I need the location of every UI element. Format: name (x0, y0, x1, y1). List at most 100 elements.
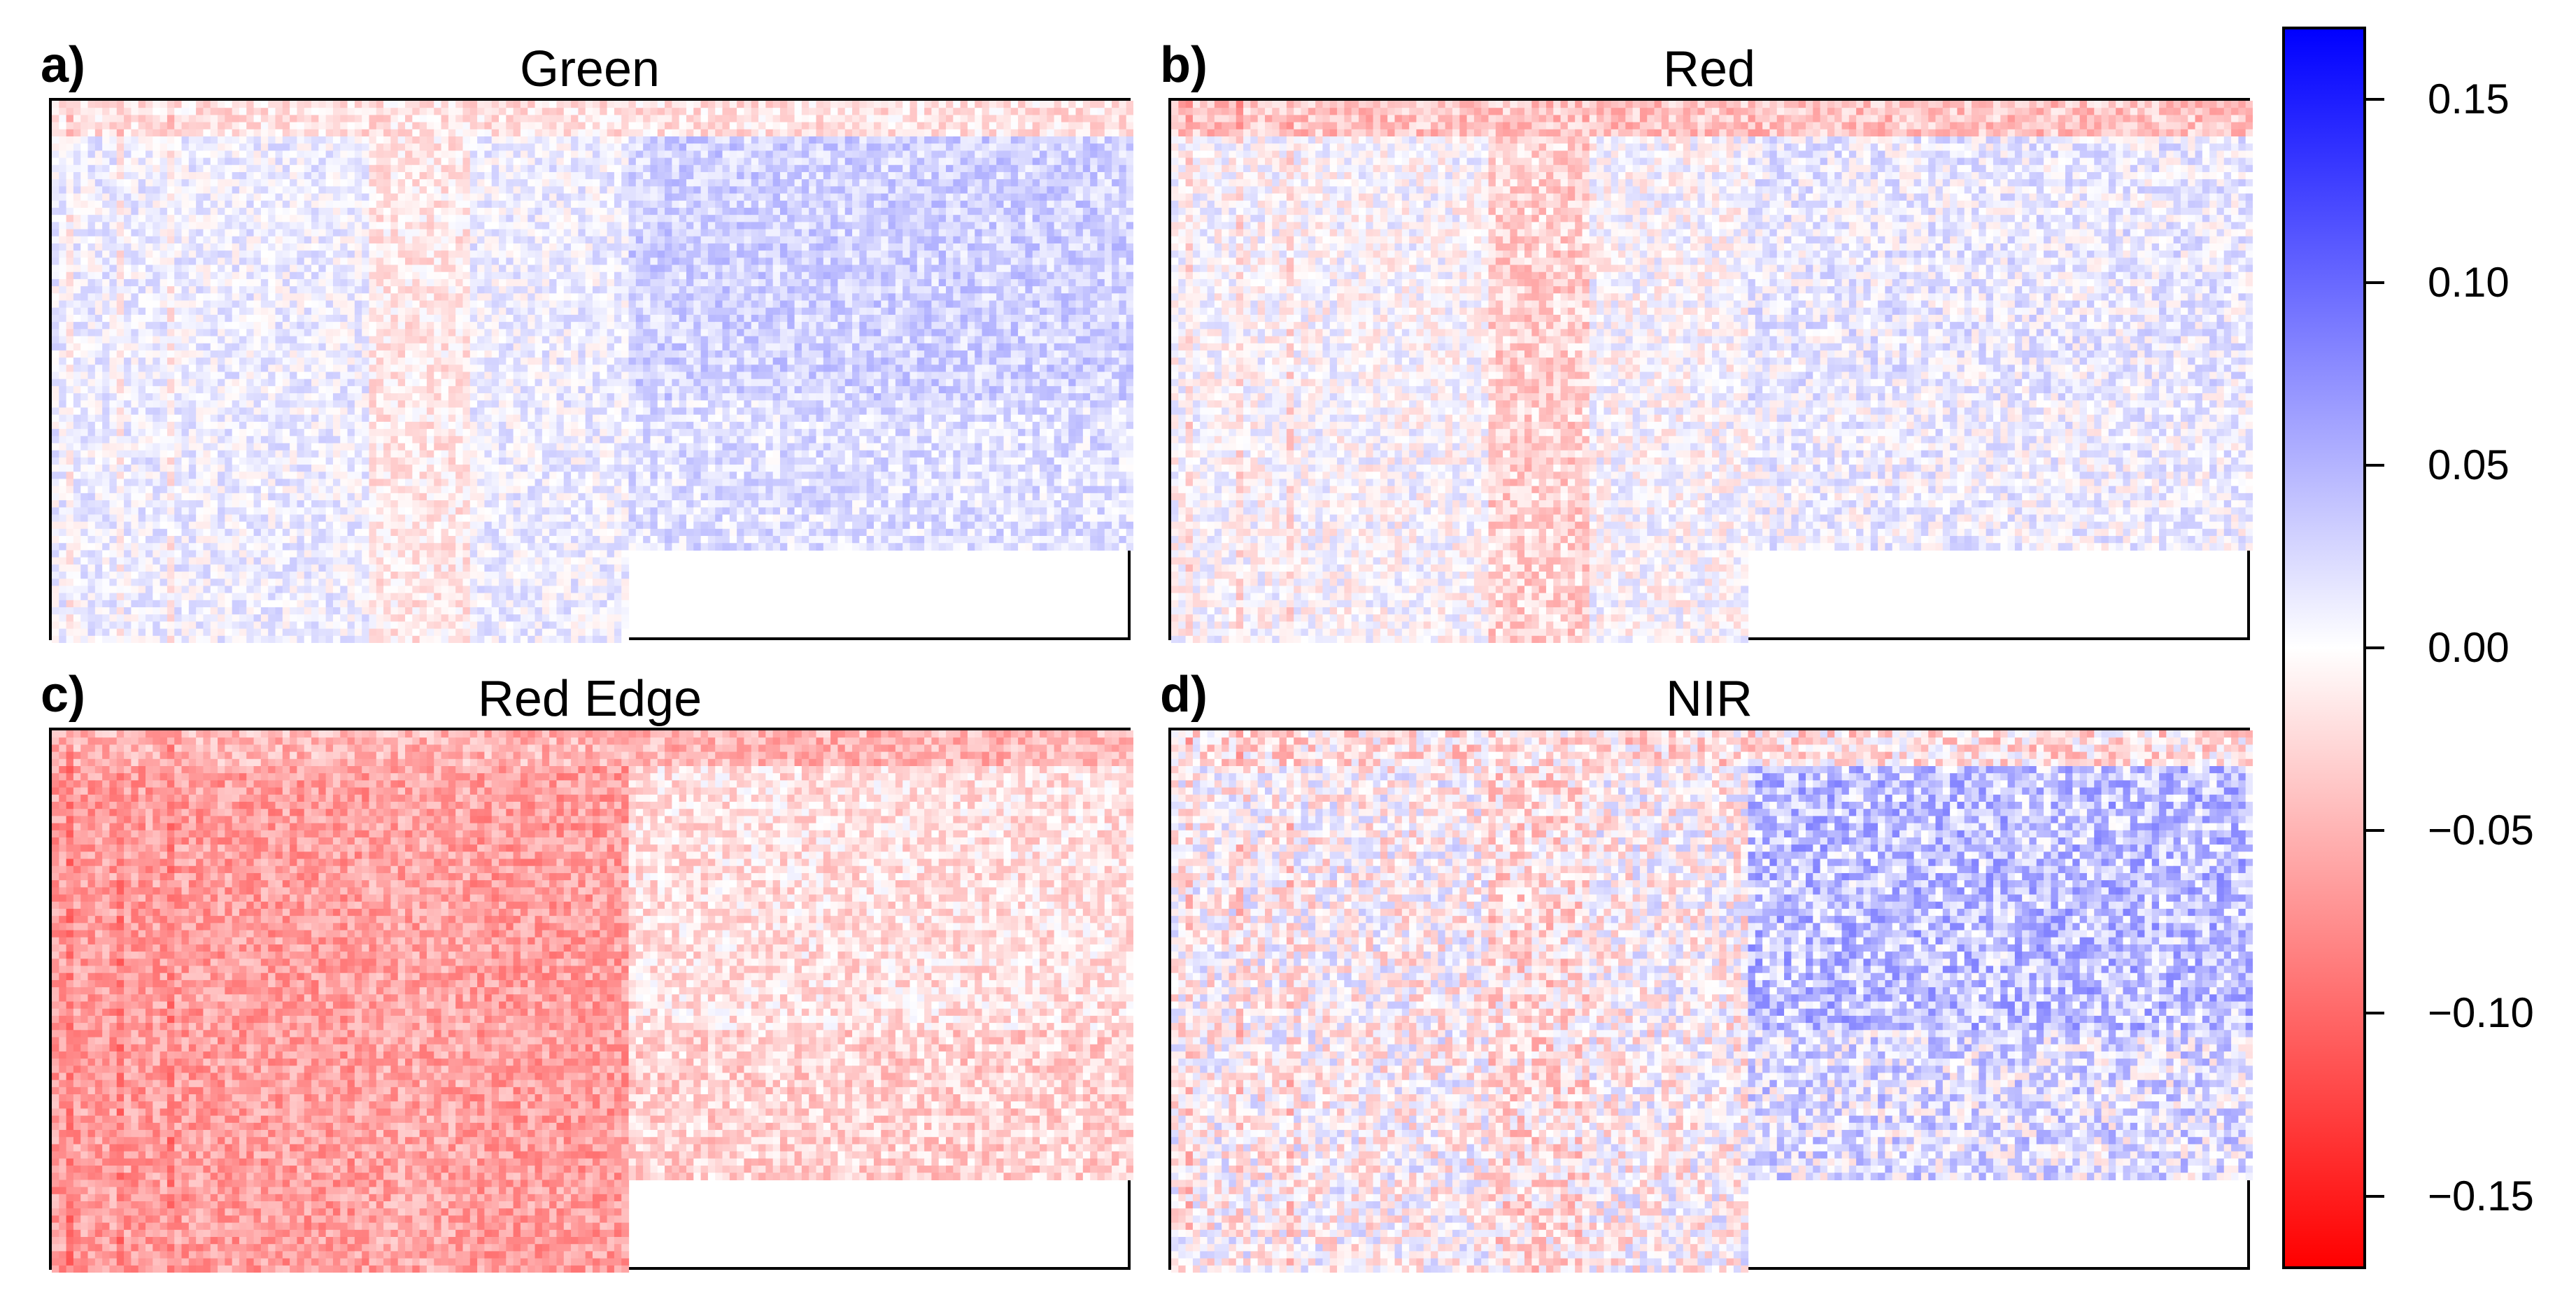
heatmap-cell (946, 314, 954, 323)
heatmap-cell (600, 314, 608, 323)
heatmap-cell (816, 243, 824, 251)
heatmap-cell (181, 108, 190, 115)
heatmap-cell (866, 271, 875, 280)
heatmap-cell (66, 250, 74, 258)
heatmap-cell (693, 164, 702, 173)
heatmap-cell (549, 257, 558, 266)
heatmap-cell (52, 329, 59, 337)
heatmap-cell (153, 150, 161, 159)
heatmap-cell (347, 136, 355, 144)
heatmap-cell (1112, 264, 1119, 273)
heatmap-cell (419, 222, 427, 230)
heatmap-cell (160, 200, 168, 208)
heatmap-cell (924, 108, 933, 115)
heatmap-cell (506, 101, 514, 108)
heatmap-cell (116, 236, 125, 244)
heatmap-cell (607, 179, 615, 187)
heatmap-cell (87, 200, 96, 208)
heatmap-plot (52, 101, 1133, 643)
heatmap-cell (181, 243, 190, 251)
heatmap-cell (376, 222, 384, 230)
heatmap-cell (751, 179, 759, 187)
heatmap-cell (715, 122, 723, 130)
heatmap-cell (297, 200, 305, 208)
heatmap-cell (1126, 322, 1133, 330)
heatmap-cell (181, 329, 190, 337)
heatmap-cell (434, 101, 442, 108)
heatmap-cell (124, 329, 132, 337)
heatmap-cell (665, 293, 672, 302)
heatmap-cell (837, 229, 846, 237)
heatmap-cell (426, 278, 434, 287)
heatmap-cell (593, 222, 600, 230)
heatmap-cell (434, 236, 442, 244)
heatmap-cell (779, 257, 788, 266)
heatmap-cell (1068, 264, 1077, 273)
heatmap-cell (160, 186, 168, 194)
heatmap-cell (419, 108, 427, 115)
heatmap-cell (297, 193, 305, 201)
heatmap-cell (253, 129, 262, 137)
heatmap-cell (982, 300, 990, 309)
heatmap-cell (888, 122, 896, 130)
heatmap-cell (737, 264, 745, 273)
heatmap-cell (268, 157, 276, 166)
heatmap-cell (967, 286, 975, 294)
heatmap-cell (1112, 243, 1119, 251)
heatmap-cell (145, 322, 153, 330)
heatmap-cell (167, 300, 175, 309)
heatmap-cell (462, 101, 471, 108)
heatmap-cell (1097, 222, 1105, 230)
heatmap-cell (1082, 243, 1091, 251)
heatmap-cell (1119, 164, 1127, 173)
heatmap-cell (844, 322, 853, 330)
heatmap-cell (967, 101, 975, 108)
heatmap-cell (556, 179, 565, 187)
heatmap-cell (225, 136, 233, 144)
heatmap-cell (275, 322, 283, 330)
heatmap-cell (477, 108, 485, 115)
heatmap-cell (967, 150, 975, 159)
heatmap-cell (614, 264, 622, 273)
heatmap-cell (1068, 293, 1077, 302)
heatmap-cell (744, 129, 752, 137)
heatmap-cell (693, 271, 702, 280)
heatmap-cell (989, 143, 997, 151)
heatmap-cell (1104, 179, 1112, 187)
heatmap-cell (563, 307, 572, 316)
heatmap-cell (650, 293, 658, 302)
heatmap-cell (881, 122, 889, 130)
heatmap-cell (210, 243, 218, 251)
heatmap-cell (340, 243, 348, 251)
heatmap-cell (1018, 193, 1026, 201)
heatmap-cell (246, 207, 255, 215)
heatmap-cell (513, 257, 521, 266)
heatmap-cell (982, 293, 990, 302)
heatmap-cell (528, 286, 536, 294)
heatmap-cell (354, 329, 362, 337)
heatmap-cell (499, 122, 507, 130)
heatmap-cell (729, 108, 737, 115)
heatmap-cell (910, 101, 918, 108)
heatmap-cell (859, 314, 868, 323)
heatmap-cell (737, 250, 745, 258)
heatmap-cell (779, 136, 788, 144)
heatmap-cell (917, 222, 925, 230)
heatmap-cell (124, 136, 132, 144)
heatmap-cell (715, 157, 723, 166)
heatmap-cell (1112, 150, 1119, 159)
heatmap-cell (1003, 322, 1012, 330)
heatmap-cell (253, 108, 262, 115)
heatmap-cell (1047, 143, 1055, 151)
heatmap-cell (102, 257, 111, 266)
heatmap-cell (931, 222, 940, 230)
heatmap-cell (203, 150, 211, 159)
heatmap-cell (59, 136, 67, 144)
heatmap-cell (866, 122, 875, 130)
heatmap-cell (751, 300, 759, 309)
heatmap-cell (1003, 179, 1012, 187)
heatmap-cell (87, 193, 96, 201)
heatmap-cell (218, 307, 225, 316)
heatmap-cell (448, 293, 456, 302)
heatmap-cell (66, 157, 74, 166)
